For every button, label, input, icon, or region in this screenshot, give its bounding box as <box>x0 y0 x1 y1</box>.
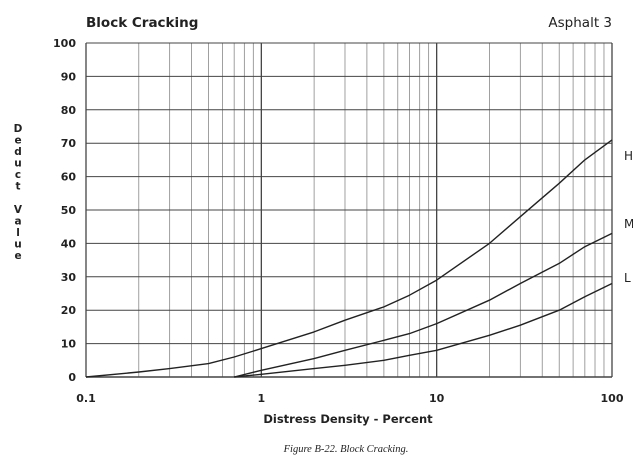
y-axis-label-letter: d <box>14 146 22 158</box>
y-tick-label: 20 <box>61 304 77 317</box>
y-tick-label: 40 <box>61 237 77 250</box>
y-axis-label-letter: e <box>14 250 21 262</box>
x-tick-label: 0.1 <box>76 392 96 405</box>
y-axis-label-letter: c <box>15 169 21 181</box>
series-label-l: L <box>624 271 631 285</box>
series-line-h <box>85 139 613 378</box>
chart-subtitle: Asphalt 3 <box>548 15 612 31</box>
y-tick-label: 10 <box>61 338 77 351</box>
y-tick-label: 80 <box>61 104 77 117</box>
series-line-m <box>234 232 613 378</box>
series-label-h: H <box>624 149 633 163</box>
chart-title: Block Cracking <box>86 15 198 31</box>
y-axis-label-letter: V <box>14 204 23 216</box>
y-tick-label: 90 <box>61 70 77 83</box>
x-tick-label: 10 <box>429 392 445 405</box>
y-axis-label-letter: l <box>16 227 20 239</box>
y-tick-label: 70 <box>61 137 77 150</box>
series-lines <box>85 139 613 378</box>
series-label-m: M <box>624 217 633 231</box>
y-axis-label-letter: u <box>14 158 21 170</box>
y-axis-label-letter: u <box>14 239 21 251</box>
y-axis-label-letter: D <box>14 123 23 135</box>
y-tick-label: 60 <box>61 171 77 184</box>
x-axis-label: Distress Density - Percent <box>263 412 433 426</box>
x-tick-label: 1 <box>258 392 266 405</box>
y-tick-label: 100 <box>53 37 76 50</box>
x-tick-label: 100 <box>601 392 624 405</box>
series-line-l <box>234 282 613 378</box>
y-axis-label-letter: a <box>14 216 21 228</box>
y-tick-label: 0 <box>68 371 76 384</box>
y-tick-label: 50 <box>61 204 77 217</box>
grid <box>85 42 613 378</box>
y-axis-label-letter: t <box>15 181 20 193</box>
chart-text: Block Cracking Asphalt 3 Distress Densit… <box>14 15 633 455</box>
y-tick-label: 30 <box>61 271 77 284</box>
figure-caption: Figure B-22. Block Cracking. <box>283 444 409 455</box>
y-axis-label-letter: e <box>14 135 21 147</box>
